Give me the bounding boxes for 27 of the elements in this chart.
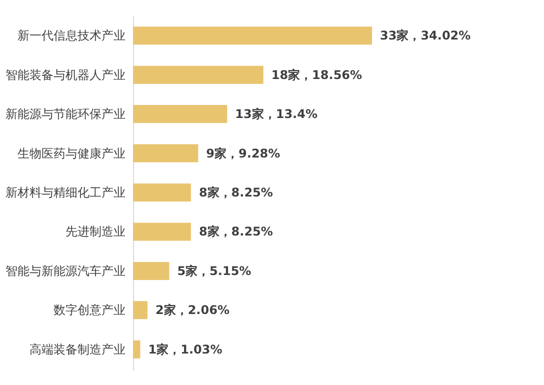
data-label: 33家，34.02%	[380, 28, 471, 43]
bar	[133, 105, 228, 124]
y-tick-label: 新一代信息技术产业	[18, 28, 126, 43]
y-tick-label: 生物医药与健康产业	[18, 146, 126, 160]
y-tick-label: 智能与新能源汽车产业	[6, 264, 126, 278]
data-label: 13家，13.4%	[235, 107, 318, 122]
bar	[133, 184, 191, 202]
y-tick-label: 数字创意产业	[54, 303, 126, 318]
data-label: 9家，9.28%	[206, 146, 280, 160]
data-label: 1家，1.03%	[148, 342, 222, 356]
bar	[133, 262, 170, 280]
y-tick-label: 新材料与精细化工产业	[6, 186, 126, 200]
bar	[133, 301, 148, 320]
bar	[133, 26, 372, 45]
y-tick-label: 先进制造业	[66, 224, 126, 239]
bar	[133, 340, 140, 358]
data-label: 18家，18.56%	[271, 68, 362, 82]
bar	[133, 222, 191, 241]
data-label: 8家，8.25%	[198, 224, 273, 239]
y-tick-label: 智能装备与机器人产业	[6, 68, 126, 82]
data-label: 8家，8.25%	[198, 186, 273, 200]
bar	[133, 66, 264, 84]
data-label: 2家，2.06%	[155, 303, 230, 318]
y-tick-label: 高端装备制造产业	[30, 342, 126, 356]
bar	[133, 144, 198, 162]
y-tick-label: 新能源与节能环保产业	[6, 107, 126, 122]
data-label: 5家，5.15%	[177, 264, 252, 278]
